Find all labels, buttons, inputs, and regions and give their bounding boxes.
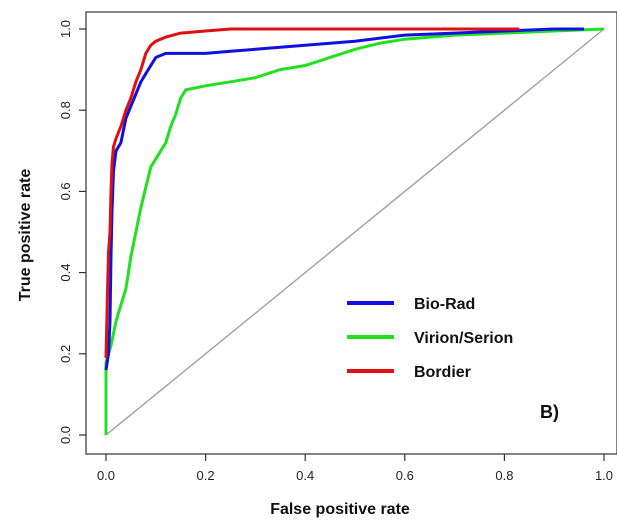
y-tick-label: 0.0 — [58, 426, 73, 444]
y-tick-label: 0.4 — [58, 264, 73, 282]
series-line-bio-rad — [104, 27, 585, 371]
y-tick-label: 0.6 — [58, 182, 73, 200]
x-axis-label: False positive rate — [270, 501, 410, 518]
x-tick-label: 0.0 — [97, 468, 115, 483]
legend-label: Bordier — [414, 364, 471, 381]
y-tick-label: 1.0 — [58, 20, 73, 38]
y-tick-label: 0.8 — [58, 101, 73, 119]
legend-label: Virion/Serion — [414, 330, 513, 347]
x-tick-label: 0.8 — [495, 468, 513, 483]
y-tick-label: 0.2 — [58, 345, 73, 363]
legend-label: Bio-Rad — [414, 296, 475, 313]
plot-frame — [85, 11, 617, 455]
series-line-virion-serion — [104, 27, 605, 435]
series-line-bordier — [104, 27, 520, 358]
x-tick-label: 1.0 — [595, 468, 613, 483]
x-tick-label: 0.2 — [197, 468, 215, 483]
chance-diagonal-line — [105, 28, 605, 436]
y-axis-label: True positive rate — [17, 169, 34, 302]
x-tick-label: 0.6 — [396, 468, 414, 483]
x-tick-label: 0.4 — [296, 468, 314, 483]
panel-label: B) — [540, 402, 559, 422]
